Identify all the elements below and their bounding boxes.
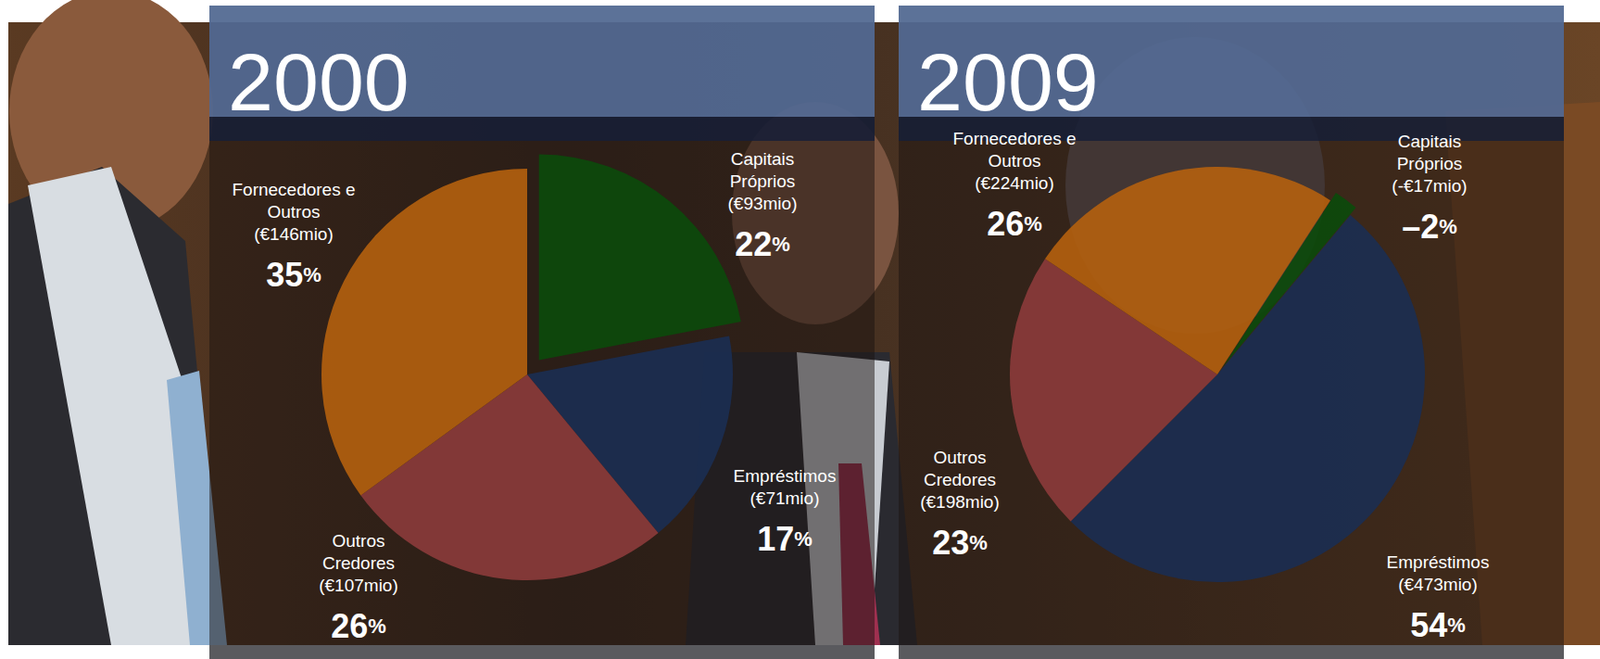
value-unit: % [771, 232, 791, 256]
slice-label: OutrosCredores(€198mio) 23% [919, 447, 1000, 562]
label-line: Empréstimos [1386, 552, 1490, 572]
panel-foot [209, 644, 875, 659]
panel: 2000CapitaisPróprios(€93mio)22%Empréstim… [209, 5, 875, 659]
category-label: CapitaisPróprios [730, 149, 796, 191]
value-unit: % [1438, 214, 1458, 239]
pie-slice [321, 168, 528, 495]
value-unit: % [1447, 613, 1466, 637]
value-label: 54% [1410, 605, 1466, 644]
pie-slice [539, 154, 742, 361]
label-line: Credores [923, 469, 996, 490]
amount-label: (€224mio) [974, 173, 1055, 193]
panel-ground [898, 5, 1564, 659]
value-label: 17% [756, 519, 813, 558]
chart-title: 2000 [227, 36, 410, 128]
value-number: 26 [986, 204, 1024, 243]
category-label: Empréstimos [1386, 552, 1490, 572]
value-unit: % [367, 614, 387, 638]
value-number: 26 [330, 606, 368, 645]
value-label: 35% [265, 255, 322, 294]
amount-label: (-€17mio) [1391, 176, 1467, 196]
slice-label: Fornecedores eOutros(€224mio) 26% [952, 128, 1076, 243]
category-label: Fornecedores eOutros [952, 128, 1076, 171]
category-label: CapitaisPróprios [1397, 131, 1463, 174]
value-label: –2% [1401, 207, 1458, 246]
value-label: 26% [986, 204, 1043, 243]
label-line: Credores [322, 553, 395, 573]
category-label: Empréstimos [733, 466, 837, 486]
amount-label: (€71mio) [750, 488, 820, 508]
slice-label: OutrosCredores(€107mio) 26% [318, 530, 399, 645]
pie [1009, 166, 1425, 582]
category-label: OutrosCredores [923, 447, 996, 490]
value-number: 23 [932, 523, 970, 562]
value-label: 23% [932, 523, 988, 562]
slice-label: Fornecedores eOutros(€146mio) 35% [231, 179, 355, 294]
label-line: Outros [987, 151, 1041, 171]
slice-label: CapitaisPróprios(-€17mio) –2% [1391, 131, 1467, 246]
slice-label: Empréstimos(€71mio) 17% [733, 466, 837, 558]
value-unit: % [1023, 212, 1043, 236]
label-line: Outros [266, 201, 320, 222]
value-number: –2 [1401, 207, 1439, 246]
label-line: Capitais [1398, 131, 1462, 152]
category-label: Fornecedores eOutros [231, 179, 355, 222]
value-number: 35 [265, 255, 303, 294]
label-line: Próprios [1397, 153, 1463, 174]
label-line: Outros [932, 447, 986, 467]
value-number: 22 [734, 225, 772, 264]
stage: 2000CapitaisPróprios(€93mio)22%Empréstim… [0, 0, 1600, 659]
pie [321, 154, 742, 580]
value-label: 22% [734, 225, 791, 264]
label-line: Fornecedores e [231, 179, 355, 200]
panel-ground [209, 5, 875, 659]
value-label: 26% [330, 606, 387, 645]
value-unit: % [969, 530, 988, 555]
amount-label: (€146mio) [253, 224, 334, 244]
value-unit: % [793, 527, 813, 551]
value-unit: % [302, 263, 322, 287]
value-number: 54 [1410, 605, 1448, 644]
slice-label: CapitaisPróprios(€93mio) 22% [728, 149, 798, 264]
label-line: Próprios [730, 171, 796, 191]
slice-label: Empréstimos(€473mio) 54% [1386, 552, 1490, 644]
amount-label: (€93mio) [728, 193, 798, 214]
panel: 2009CapitaisPróprios(-€17mio)–2%Emprésti… [898, 5, 1564, 659]
label-line: Empréstimos [733, 466, 837, 486]
amount-label: (€107mio) [318, 575, 399, 595]
panel-foot [898, 644, 1564, 659]
value-number: 17 [756, 519, 794, 558]
category-label: OutrosCredores [322, 530, 395, 573]
label-line: Fornecedores e [952, 128, 1076, 149]
amount-label: (€198mio) [919, 491, 1000, 512]
pie-slice [1045, 166, 1331, 375]
label-line: Outros [331, 530, 385, 551]
chart-title: 2009 [917, 36, 1099, 128]
label-line: Capitais [730, 149, 795, 169]
amount-label: (€473mio) [1398, 574, 1478, 594]
